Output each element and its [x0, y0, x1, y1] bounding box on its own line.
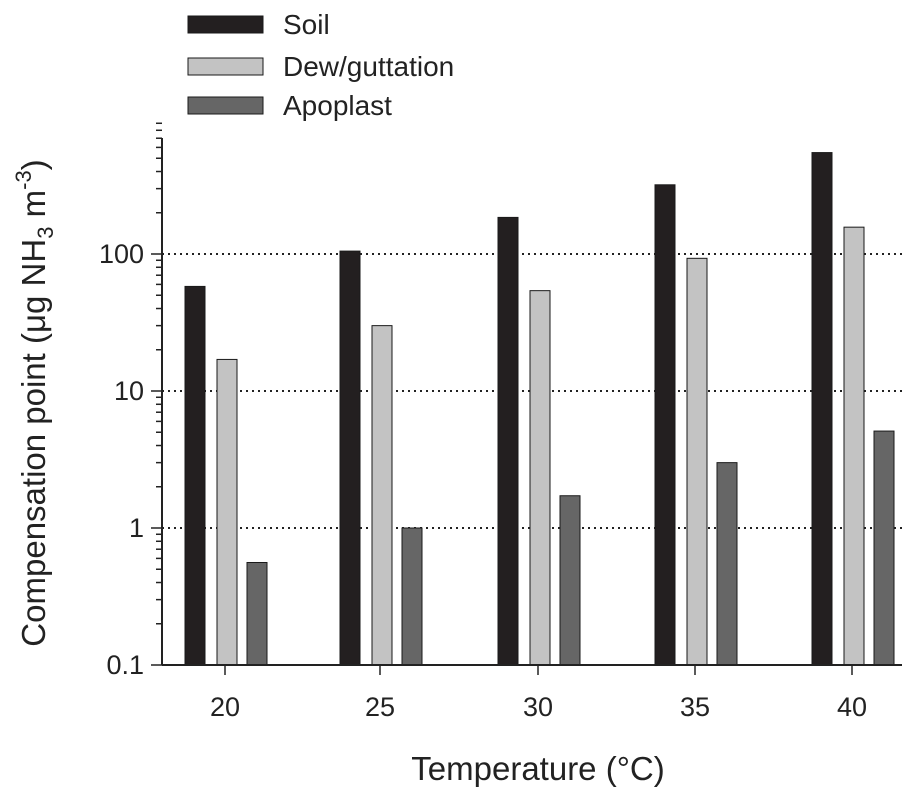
- y-axis-title-main: Compensation point (μg NH: [15, 239, 52, 647]
- bar-soil-20: [184, 285, 206, 666]
- bar-soil-25: [339, 250, 361, 666]
- bar-soil-30: [497, 216, 519, 666]
- legend-swatch-dew-guttation: [187, 57, 264, 76]
- x-tick-label-30: 30: [523, 692, 553, 722]
- y-axis-title: Compensation point (μg NH3 m-3): [11, 159, 58, 646]
- y-axis-title-middle: m: [15, 190, 52, 227]
- axes: [161, 138, 902, 666]
- x-axis-ticks: 20 25 30 35 40: [210, 665, 867, 722]
- bar-apoplast-25: [401, 527, 423, 666]
- bar-dew-guttation-40: [843, 226, 865, 666]
- bar-soil-40: [811, 152, 833, 666]
- bar-apoplast-35: [716, 462, 738, 666]
- y-tick-label: 1: [129, 513, 144, 543]
- y-axis-title-superscript: -3: [11, 170, 36, 190]
- y-axis-title-end: ): [15, 159, 52, 170]
- y-tick-label: 100: [99, 239, 144, 269]
- x-tick-label-40: 40: [837, 692, 867, 722]
- y-axis-title-subscript: 3: [33, 227, 58, 239]
- bar-apoplast-20: [246, 561, 268, 666]
- legend: Soil Dew/guttation Apoplast: [187, 9, 454, 121]
- y-axis-ticks: 0.1 1 10 100: [99, 122, 162, 680]
- x-axis-title: Temperature (°C): [411, 750, 664, 787]
- x-tick-label-20: 20: [210, 692, 240, 722]
- bar-apoplast-30: [559, 495, 581, 666]
- y-tick-label: 0.1: [106, 650, 144, 680]
- legend-label-apoplast: Apoplast: [283, 90, 392, 121]
- bar-soil-35: [654, 184, 676, 666]
- bar-dew-guttation-20: [216, 358, 238, 666]
- bar-dew-guttation-30: [529, 290, 551, 666]
- legend-swatch-apoplast: [187, 96, 264, 115]
- legend-swatch-soil: [187, 15, 264, 34]
- bar-dew-guttation-35: [686, 257, 708, 666]
- x-tick-label-25: 25: [365, 692, 395, 722]
- legend-label-dew-guttation: Dew/guttation: [283, 51, 454, 82]
- bars: [184, 152, 895, 666]
- bar-apoplast-40: [873, 430, 895, 666]
- bar-dew-guttation-25: [371, 325, 393, 666]
- y-tick-label: 10: [114, 376, 144, 406]
- legend-label-soil: Soil: [283, 9, 330, 40]
- x-tick-label-35: 35: [680, 692, 710, 722]
